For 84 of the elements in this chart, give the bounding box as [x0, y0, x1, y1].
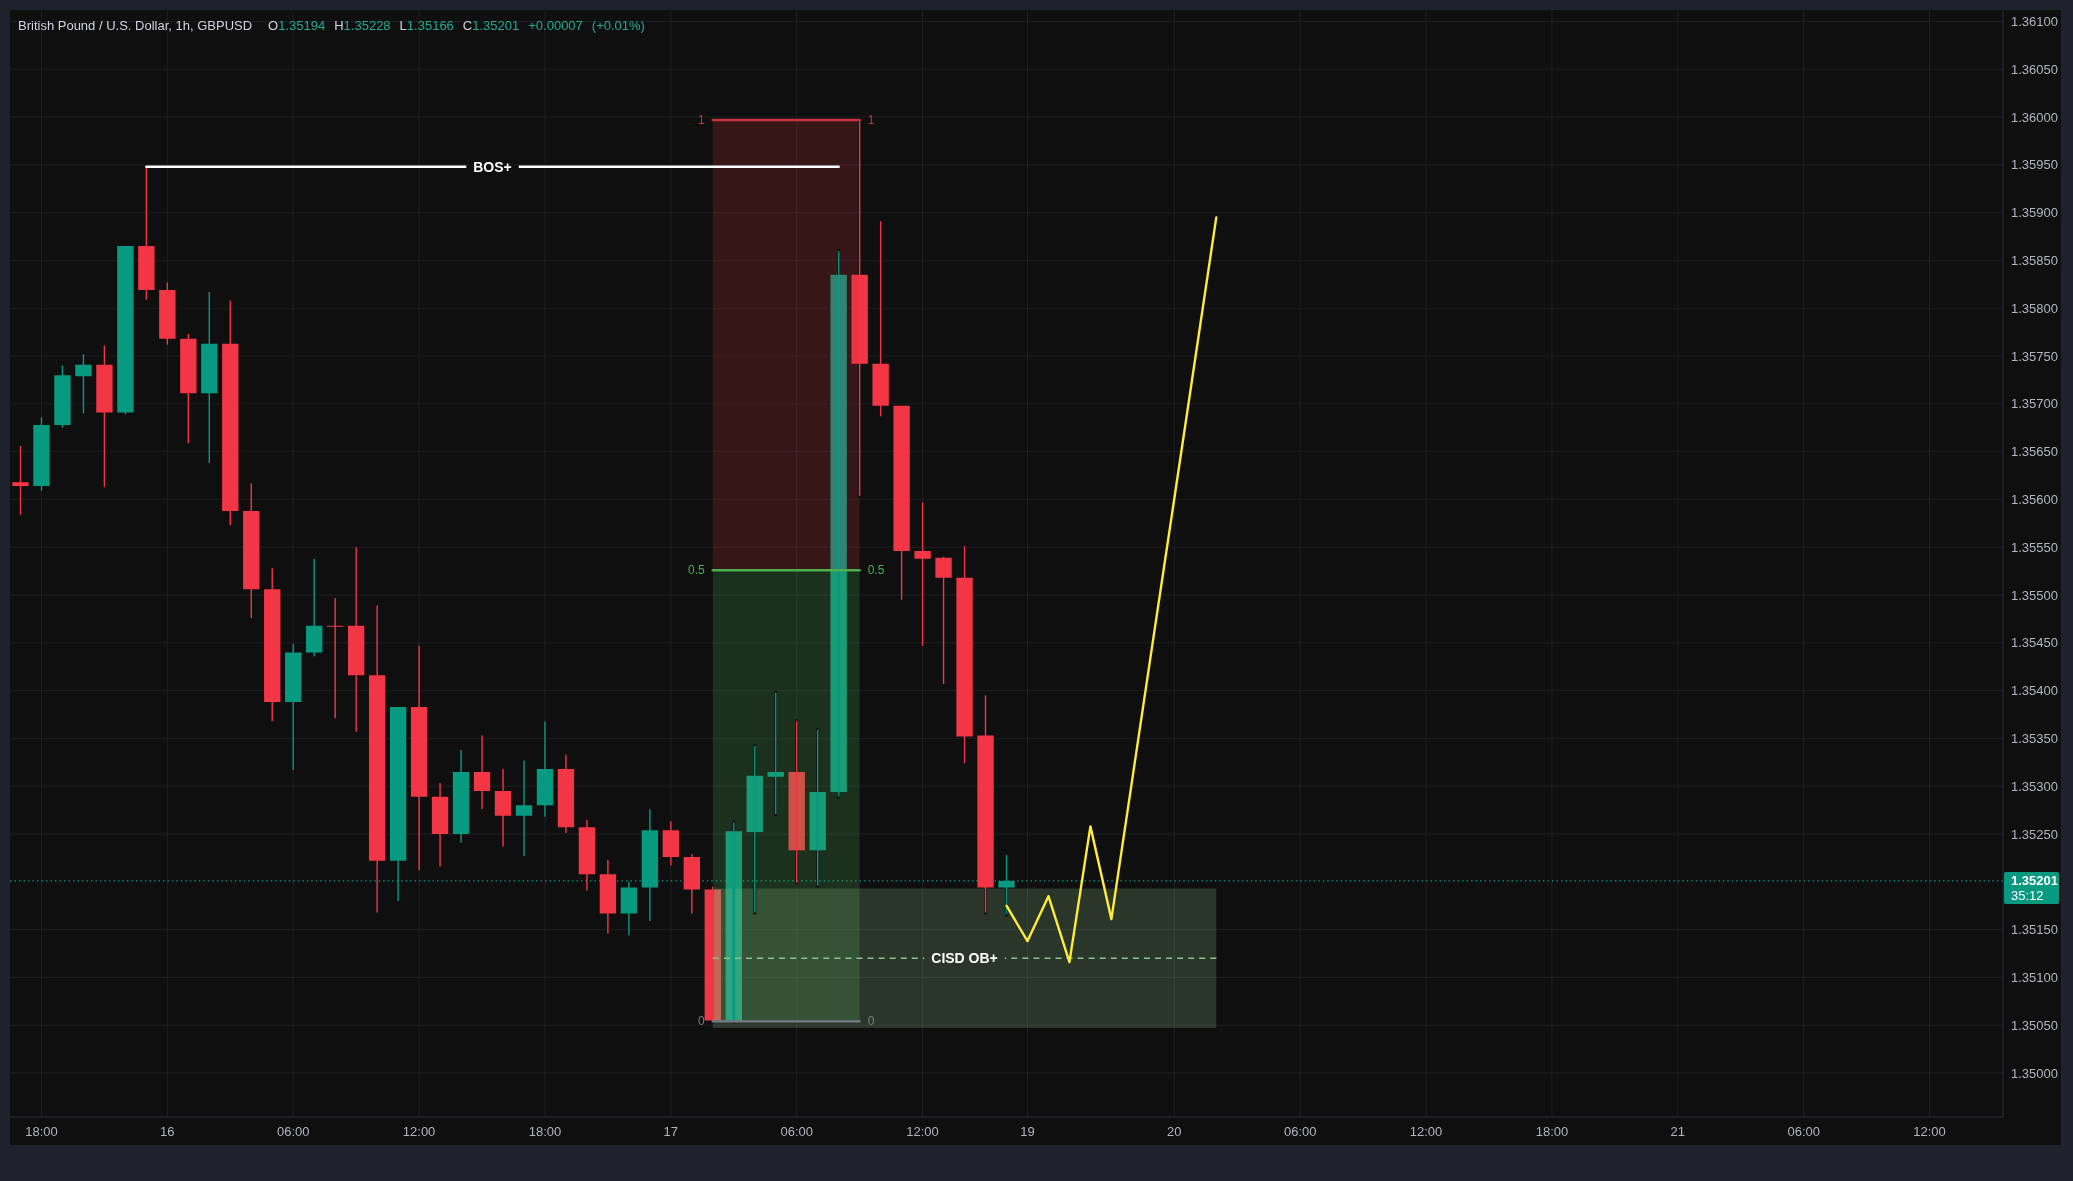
x-tick-label: 06:00	[780, 1123, 813, 1139]
candlestick	[599, 859, 617, 934]
candlestick	[620, 881, 638, 936]
candlestick	[578, 819, 596, 891]
candlestick	[851, 119, 868, 496]
candlestick	[872, 221, 889, 417]
candlestick	[452, 749, 470, 843]
candlestick	[494, 769, 512, 847]
candlestick	[977, 695, 994, 913]
series-label: 0	[867, 1014, 875, 1029]
text: O1.35194 H1.35228 L1.35166 C1.35201 +0.00007 (+0.01%)	[268, 17, 645, 33]
y-tick-label: 1.36050	[2011, 61, 2058, 77]
candlestick	[704, 886, 721, 1022]
y-tick-label: 1.35350	[2011, 730, 2058, 746]
y-tick-label: 1.35150	[2011, 922, 2058, 938]
y-tick-label: 1.35450	[2011, 635, 2058, 651]
candlestick	[431, 783, 449, 867]
candlestick	[326, 597, 344, 719]
y-tick-label: 1.35750	[2011, 348, 2058, 364]
candlestick	[515, 760, 533, 857]
y-tick-label: 1.35100	[2011, 969, 2058, 985]
candlestick	[410, 645, 428, 871]
candlestick	[389, 706, 407, 901]
candlestick	[956, 546, 973, 764]
series-label: 0.5	[867, 563, 885, 578]
candlestick	[536, 721, 554, 817]
candlestick	[662, 821, 680, 866]
candlestick	[557, 754, 575, 834]
text: 0.5	[688, 563, 705, 578]
candlestick	[306, 558, 323, 657]
y-tick-label: 1.35300	[2011, 778, 2058, 794]
text: 0	[698, 1014, 705, 1029]
x-tick-label: 18:00	[528, 1123, 562, 1139]
y-tick-label: 1.36000	[2011, 109, 2058, 125]
y-tick-label: 1.35850	[2011, 252, 2058, 268]
candlestick	[368, 605, 386, 913]
x-tick-label: 12:00	[906, 1123, 939, 1139]
ref-line-label: 1.35201	[2011, 873, 2058, 889]
y-tick-label: 1.35800	[2011, 300, 2058, 316]
y-tick-label: 1.35050	[2011, 1017, 2058, 1033]
x-tick-label: 19	[1020, 1123, 1035, 1139]
candlestick	[893, 405, 910, 600]
annotation: CISD OB+	[931, 950, 998, 967]
y-tick-label: 1.35900	[2011, 205, 2058, 221]
x-tick-label: 06:00	[276, 1123, 310, 1139]
y-tick-label: 1.35550	[2011, 539, 2058, 555]
candlestick	[683, 854, 700, 914]
x-tick-label: 12:00	[1913, 1123, 1946, 1139]
text: 35:12	[2011, 888, 2044, 904]
y-tick-label: 1.35950	[2011, 157, 2058, 173]
x-tick-label: 18:00	[1535, 1123, 1569, 1139]
candlestick	[54, 365, 71, 428]
text: British Pound / U.S. Dollar, 1h, GBPUSD	[18, 17, 253, 33]
text: 1	[698, 112, 705, 127]
candlestick	[96, 345, 113, 488]
x-tick-label: 12:00	[402, 1123, 436, 1139]
y-tick-label: 1.35250	[2011, 826, 2058, 842]
y-tick-label: 1.36100	[2011, 13, 2058, 29]
candlestick	[347, 547, 365, 732]
line-series	[1005, 216, 1218, 964]
x-tick-label: 12:00	[1409, 1123, 1443, 1139]
candlestick	[117, 246, 134, 415]
candlestick	[159, 282, 176, 345]
x-tick-label: 16	[160, 1123, 175, 1139]
y-tick-label: 1.35000	[2011, 1065, 2058, 1081]
y-tick-label: 1.35650	[2011, 444, 2058, 460]
y-tick-label: 1.35600	[2011, 491, 2058, 507]
x-tick-label: 21	[1670, 1123, 1686, 1139]
candlestick	[180, 334, 197, 444]
x-tick-label: 20	[1167, 1123, 1182, 1139]
y-tick-label: 1.35400	[2011, 683, 2058, 699]
x-tick-label: 06:00	[1283, 1123, 1317, 1139]
x-tick-label: 06:00	[1787, 1123, 1820, 1139]
x-tick-label: 18:00	[25, 1123, 58, 1139]
candlestick	[473, 735, 491, 810]
series-label: 1	[867, 112, 875, 127]
candlestick	[830, 250, 847, 797]
y-tick-label: 1.35500	[2011, 587, 2058, 603]
candlestick	[138, 166, 155, 300]
candlestick	[33, 417, 50, 491]
annotation: BOS+	[473, 158, 512, 175]
y-tick-label: 1.35700	[2011, 396, 2058, 412]
x-tick-label: 17	[663, 1123, 679, 1139]
candlestick	[264, 568, 281, 722]
